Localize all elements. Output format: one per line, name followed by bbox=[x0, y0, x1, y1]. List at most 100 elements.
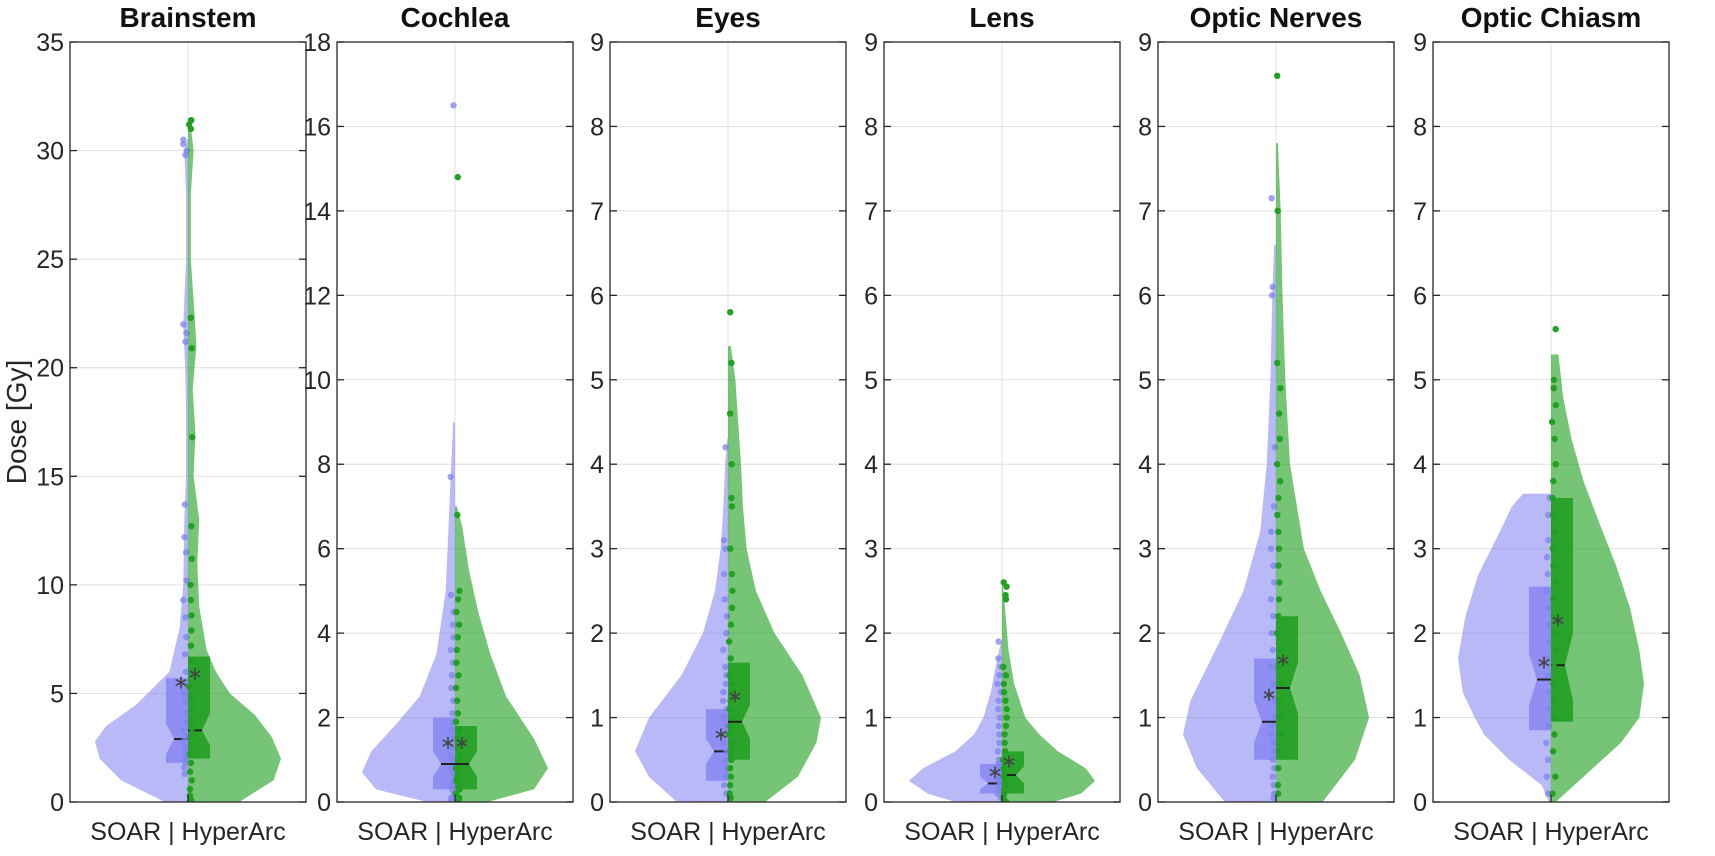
soar-mean-marker bbox=[442, 736, 454, 749]
soar-point bbox=[722, 444, 729, 451]
asterisk-stroke bbox=[456, 739, 468, 747]
soar-point bbox=[1270, 680, 1278, 687]
soar-point bbox=[719, 697, 727, 704]
hyperarc-point bbox=[1275, 596, 1283, 603]
soar-point bbox=[995, 705, 1002, 713]
y-tick-label: 0 bbox=[864, 789, 878, 817]
hyperarc-point bbox=[1275, 562, 1282, 569]
y-tick-label: 5 bbox=[864, 367, 878, 395]
panel-optic-nerves: 0 1 2 3 4 5 6 7 8 9 Optic Nerves SOAR | HyperArc bbox=[1138, 2, 1395, 846]
y-tick-label: 5 bbox=[1413, 367, 1427, 395]
soar-point bbox=[720, 714, 727, 721]
y-tick-label: 15 bbox=[36, 463, 64, 491]
hyperarc-point bbox=[1275, 545, 1283, 552]
hyperarc-mean-marker bbox=[189, 667, 201, 680]
y-tick-label: 9 bbox=[1413, 29, 1427, 57]
plot-content bbox=[362, 102, 548, 802]
asterisk-stroke bbox=[189, 670, 201, 678]
soar-point bbox=[181, 533, 188, 541]
hyperarc-point bbox=[728, 756, 735, 763]
soar-point bbox=[1544, 672, 1551, 679]
hyperarc-point bbox=[1277, 680, 1285, 687]
hyperarc-point bbox=[1003, 705, 1010, 713]
soar-point bbox=[1268, 663, 1275, 671]
soar-point bbox=[1269, 646, 1277, 654]
soar-point bbox=[183, 633, 190, 641]
hyperarc-point bbox=[1549, 494, 1556, 502]
panel-title: Eyes bbox=[695, 2, 760, 33]
y-tick-label: 9 bbox=[864, 29, 878, 57]
soar-point bbox=[182, 614, 189, 621]
hyperarc-point bbox=[726, 672, 734, 679]
hyperarc-point bbox=[188, 777, 195, 784]
hyperarc-point bbox=[1550, 385, 1557, 392]
hyperarc-point bbox=[186, 768, 194, 775]
y-tick-label: 8 bbox=[1138, 113, 1152, 141]
soar-point bbox=[449, 710, 456, 717]
soar-point bbox=[1270, 579, 1278, 586]
asterisk-stroke bbox=[715, 730, 727, 739]
soar-point bbox=[181, 770, 188, 777]
y-tick-label: 8 bbox=[864, 113, 878, 141]
hyperarc-point bbox=[728, 503, 736, 510]
hyperarc-point bbox=[454, 697, 461, 704]
y-tick-label: 2 bbox=[590, 620, 604, 648]
soar-point bbox=[182, 549, 190, 556]
hyperarc-point bbox=[188, 523, 195, 530]
y-tick-label: 3 bbox=[1413, 536, 1427, 564]
hyperarc-point bbox=[1549, 545, 1557, 552]
hyperarc-point bbox=[727, 765, 734, 772]
soar-box bbox=[433, 717, 455, 790]
soar-point bbox=[1544, 570, 1551, 578]
hyperarc-point bbox=[1274, 781, 1282, 789]
soar-point bbox=[180, 596, 187, 604]
hyperarc-point bbox=[454, 634, 461, 641]
hyperarc-point bbox=[1550, 663, 1558, 671]
hyperarc-point bbox=[188, 612, 195, 619]
soar-violin bbox=[909, 641, 1002, 802]
soar-point bbox=[1545, 655, 1552, 662]
hyperarc-point bbox=[1551, 435, 1558, 443]
hyperarc-point bbox=[1001, 739, 1008, 747]
hyperarc-point bbox=[1552, 401, 1560, 409]
hyperarc-point bbox=[455, 727, 463, 734]
y-tick-label: 2 bbox=[864, 620, 878, 648]
hyperarc-point bbox=[727, 794, 734, 801]
hyperarc-point bbox=[1274, 72, 1281, 80]
hyperarc-violin bbox=[1551, 354, 1644, 802]
hyperarc-point bbox=[188, 725, 196, 732]
hyperarc-point bbox=[453, 659, 460, 666]
hyperarc-point bbox=[726, 781, 734, 789]
asterisk-stroke bbox=[1538, 658, 1550, 667]
soar-point bbox=[182, 709, 189, 717]
hyperarc-point bbox=[1549, 511, 1557, 519]
soar-point bbox=[1268, 292, 1276, 299]
soar-point bbox=[996, 714, 1003, 721]
plot-content bbox=[1458, 325, 1644, 802]
soar-point bbox=[1270, 739, 1277, 747]
hyperarc-point bbox=[1275, 765, 1282, 772]
soar-point bbox=[994, 748, 1002, 755]
x-axis-label: SOAR | HyperArc bbox=[1178, 818, 1373, 846]
hyperarc-point bbox=[453, 608, 460, 616]
panel-lens: 0 1 2 3 4 5 6 7 8 9 Lens SOAR | HyperArc bbox=[864, 2, 1121, 846]
y-tick-label: 16 bbox=[303, 113, 331, 141]
soar-mean-marker bbox=[1538, 656, 1550, 669]
hyperarc-point bbox=[1000, 663, 1007, 671]
soar-point bbox=[447, 591, 455, 599]
soar-violin bbox=[635, 438, 728, 802]
panel-optic-chiasm: 0 1 2 3 4 5 6 7 8 9 Optic Chiasm SOAR | HyperArc bbox=[1413, 2, 1670, 846]
soar-point bbox=[721, 596, 728, 603]
hyperarc-point bbox=[1549, 790, 1556, 797]
soar-point bbox=[994, 680, 1001, 687]
hyperarc-point bbox=[186, 751, 194, 758]
soar-point bbox=[1542, 739, 1550, 747]
hyperarc-point bbox=[1552, 646, 1560, 654]
hyperarc-point bbox=[1274, 207, 1281, 215]
hyperarc-mean-marker bbox=[1277, 654, 1289, 667]
hyperarc-point bbox=[454, 710, 462, 717]
hyperarc-point bbox=[728, 494, 735, 502]
y-tick-label: 4 bbox=[590, 451, 604, 479]
hyperarc-point bbox=[188, 694, 196, 701]
soar-point bbox=[1545, 604, 1552, 611]
